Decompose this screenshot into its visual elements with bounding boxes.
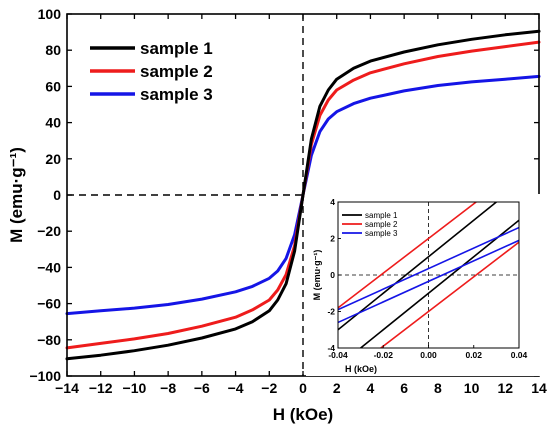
inset-x-tick-label: -0.04 [328,350,348,360]
inset-background [306,194,540,376]
y-tick-label: 100 [38,6,62,22]
y-tick-label: −40 [37,259,61,275]
x-tick-label: −14 [55,380,79,396]
x-tick-label: 12 [497,380,513,396]
x-tick-label: 0 [299,380,307,396]
inset-y-tick-label: 4 [330,197,335,207]
y-tick-label: 80 [45,42,61,58]
inset-legend-label-sample-1: sample 1 [365,211,398,220]
y-tick-label: −20 [37,223,61,239]
inset-y-axis-title: M (emu·g⁻¹) [312,250,322,301]
y-tick-label: 60 [45,78,61,94]
legend-label-sample-1: sample 1 [140,39,213,58]
y-tick-label: 0 [53,187,61,203]
x-tick-label: 10 [464,380,480,396]
legend-label-sample-3: sample 3 [140,85,213,104]
x-tick-label: −2 [261,380,277,396]
inset-series-line-sample-1-branch-2 [359,219,519,348]
y-tick-label: 40 [45,115,61,131]
inset-x-tick-label: 0.02 [465,350,482,360]
x-tick-label: −12 [89,380,113,396]
inset-series-line-sample-2-branch-1 [338,202,478,309]
x-tick-label: −4 [228,380,244,396]
inset-series-line-sample-3-branch-1 [338,226,519,311]
x-tick-label: 6 [400,380,408,396]
inset-series-line-sample-3-branch-2 [338,239,519,324]
inset-series-line-sample-1-branch-1 [338,202,498,331]
inset-legend-label-sample-3: sample 3 [365,229,398,238]
inset-x-tick-label: 0.00 [420,350,437,360]
y-tick-label: −100 [29,368,61,384]
x-axis-title: H (kOe) [273,405,333,424]
main-plot: −14 −12 −10 −8 −6 −4 −2 0 2 4 6 8 10 12 14−100−80−60−4… [7,6,547,424]
inset-y-tick-label: -4 [327,343,335,353]
inset-x-tick-label: -0.02 [374,350,394,360]
x-tick-label: −10 [123,380,147,396]
inset-legend-label-sample-2: sample 2 [365,220,398,229]
series-line-sample-1 [65,29,541,361]
inset-y-tick-label: 2 [330,234,335,244]
x-tick-label: 2 [333,380,341,396]
inset-x-axis-title: H (kOe) [345,364,377,374]
y-tick-label: 20 [45,151,61,167]
x-tick-label: −8 [160,380,176,396]
x-tick-label: −6 [194,380,210,396]
y-tick-label: −60 [37,296,61,312]
inset-clipped-area [338,202,519,348]
inset-x-tick-label: 0.04 [511,350,528,360]
x-tick-label: 8 [434,380,442,396]
legend-label-sample-2: sample 2 [140,62,213,81]
inset-series-line-sample-2-branch-2 [379,241,519,348]
inset-y-tick-label: 0 [330,270,335,280]
y-axis-title: M (emu·g⁻¹) [7,147,26,243]
x-tick-label: 14 [531,380,547,396]
x-tick-label: 4 [367,380,375,396]
y-tick-label: −80 [37,332,61,348]
inset-y-tick-label: -2 [327,307,335,317]
inset-plot: -0.04 -0.02 0.00 0.02 0.04 -4 -2 0 2 4 H (kOe) M (e… [306,194,540,376]
